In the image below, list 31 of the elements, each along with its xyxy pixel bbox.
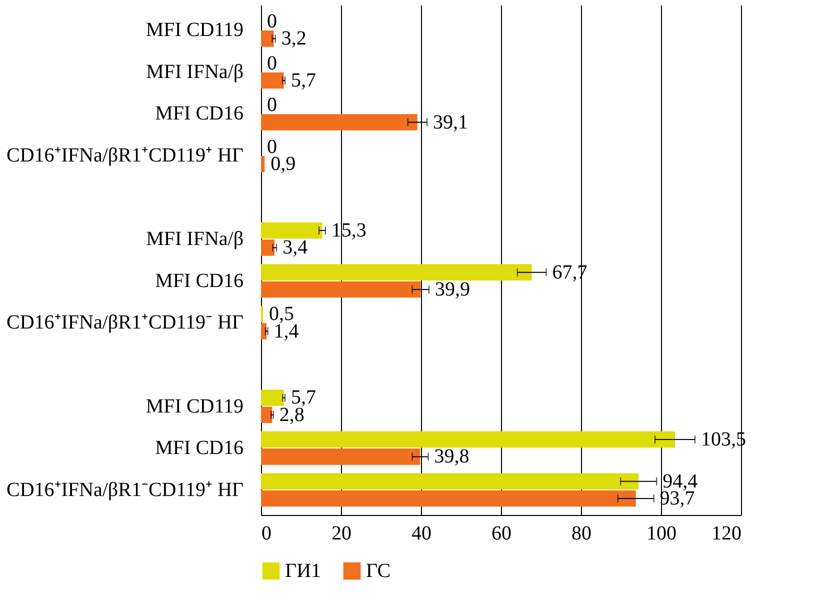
y-tick-label: CD16⁺IFNa/βR1⁺CD119⁺ НГ xyxy=(6,144,244,166)
data-label: 39,9 xyxy=(435,278,470,300)
data-label: 0,5 xyxy=(269,303,294,326)
legend-label: ГИ1 xyxy=(285,560,322,582)
x-tick-label: 0 xyxy=(262,522,272,544)
legend-label: ГС xyxy=(366,560,391,582)
data-label: 39,1 xyxy=(433,111,468,134)
data-label: 3,2 xyxy=(281,28,306,50)
data-label: 94,4 xyxy=(662,470,698,492)
y-tick-label: MFI CD119 xyxy=(146,19,244,42)
x-tick-label: 60 xyxy=(492,522,512,544)
y-tick-label: MFI IFNa/β xyxy=(146,228,244,250)
x-tick-label: 40 xyxy=(412,522,432,544)
y-tick-label: CD16⁺IFNa/βR1⁺CD119⁻ НГ xyxy=(6,312,244,334)
data-label: 3,4 xyxy=(282,236,308,259)
x-tick-label: 80 xyxy=(572,522,592,544)
data-label: 5,7 xyxy=(291,69,316,92)
data-label: 0 xyxy=(267,52,277,74)
data-label: 39,8 xyxy=(434,446,470,468)
data-label: 0 xyxy=(267,10,277,33)
y-tick-label: MFI CD16 xyxy=(155,102,244,125)
x-tick-label: 120 xyxy=(712,522,742,544)
y-tick-label: CD16⁺IFNa/βR1⁻CD119⁺ НГ xyxy=(6,478,244,501)
x-tick-label: 100 xyxy=(646,522,676,544)
x-tick-label: 20 xyxy=(332,522,352,544)
y-tick-label: MFI CD119 xyxy=(146,395,244,418)
y-tick-label: MFI CD16 xyxy=(155,437,244,460)
data-label: 5,7 xyxy=(291,386,316,409)
y-tick-label: MFI IFNa/β xyxy=(146,60,244,83)
data-label: 0 xyxy=(267,94,277,116)
y-tick-label: MFI CD16 xyxy=(155,270,244,292)
